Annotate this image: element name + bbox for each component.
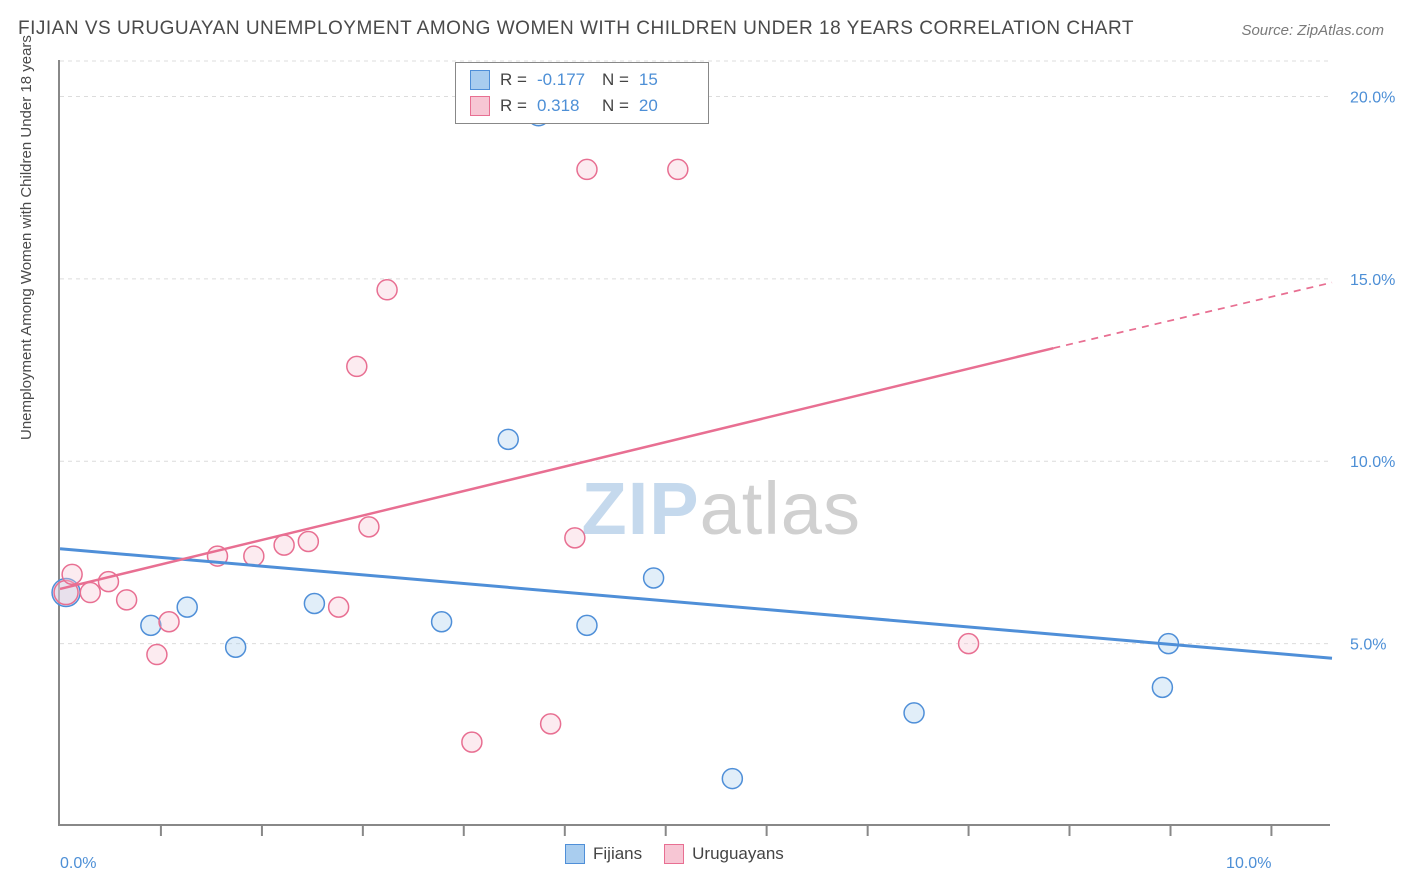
- data-point-uruguayans: [117, 590, 137, 610]
- data-point-uruguayans: [347, 356, 367, 376]
- data-point-uruguayans: [359, 517, 379, 537]
- stats-n-value-uruguayans: 20: [639, 96, 694, 116]
- data-point-uruguayans: [577, 159, 597, 179]
- y-axis-label: Unemployment Among Women with Children U…: [18, 35, 35, 440]
- stats-r-value-fijians: -0.177: [537, 70, 592, 90]
- data-point-fijians: [1152, 677, 1172, 697]
- data-point-uruguayans: [959, 634, 979, 654]
- data-point-uruguayans: [298, 531, 318, 551]
- data-point-uruguayans: [244, 546, 264, 566]
- stats-n-label: N =: [602, 70, 629, 90]
- legend-item-uruguayans: Uruguayans: [664, 844, 784, 864]
- stats-n-label: N =: [602, 96, 629, 116]
- legend-swatch-uruguayans: [470, 96, 490, 116]
- legend-swatch-fijians: [470, 70, 490, 90]
- data-point-fijians: [177, 597, 197, 617]
- stats-row-uruguayans: R = 0.318 N = 20: [470, 93, 694, 119]
- stats-r-label: R =: [500, 70, 527, 90]
- stats-n-value-fijians: 15: [639, 70, 694, 90]
- trend-line-uruguayans: [60, 348, 1053, 589]
- data-point-uruguayans: [668, 159, 688, 179]
- source-label: Source: ZipAtlas.com: [1241, 22, 1384, 39]
- trend-line-fijians: [60, 549, 1332, 658]
- y-tick-label: 10.0%: [1350, 454, 1395, 471]
- data-point-fijians: [644, 568, 664, 588]
- stats-row-fijians: R = -0.177 N = 15: [470, 67, 694, 93]
- legend-swatch-uruguayans: [664, 844, 684, 864]
- x-min-label: 0.0%: [60, 855, 96, 872]
- data-point-fijians: [304, 593, 324, 613]
- data-point-fijians: [226, 637, 246, 657]
- plot-area: 5.0%10.0%15.0%20.0%0.0%10.0% ZIPatlas: [58, 60, 1330, 826]
- data-point-fijians: [498, 429, 518, 449]
- data-point-fijians: [432, 612, 452, 632]
- data-point-uruguayans: [541, 714, 561, 734]
- trend-line-dash-uruguayans: [1053, 283, 1332, 349]
- data-point-uruguayans: [62, 564, 82, 584]
- data-point-uruguayans: [274, 535, 294, 555]
- data-point-fijians: [722, 769, 742, 789]
- y-tick-label: 20.0%: [1350, 89, 1395, 106]
- data-point-fijians: [577, 615, 597, 635]
- series-legend: Fijians Uruguayans: [565, 844, 784, 864]
- scatter-plot-svg: 5.0%10.0%15.0%20.0%0.0%10.0%: [60, 60, 1330, 824]
- data-point-uruguayans: [462, 732, 482, 752]
- chart-title: FIJIAN VS URUGUAYAN UNEMPLOYMENT AMONG W…: [18, 18, 1134, 40]
- data-point-uruguayans: [147, 645, 167, 665]
- data-point-uruguayans: [329, 597, 349, 617]
- legend-item-fijians: Fijians: [565, 844, 642, 864]
- x-max-label: 10.0%: [1226, 855, 1271, 872]
- stats-r-value-uruguayans: 0.318: [537, 96, 592, 116]
- data-point-uruguayans: [159, 612, 179, 632]
- stats-r-label: R =: [500, 96, 527, 116]
- legend-label-uruguayans: Uruguayans: [692, 844, 784, 864]
- legend-swatch-fijians: [565, 844, 585, 864]
- y-tick-label: 15.0%: [1350, 272, 1395, 289]
- y-tick-label: 5.0%: [1350, 637, 1386, 654]
- data-point-fijians: [141, 615, 161, 635]
- data-point-uruguayans: [80, 583, 100, 603]
- data-point-uruguayans: [565, 528, 585, 548]
- legend-label-fijians: Fijians: [593, 844, 642, 864]
- data-point-uruguayans: [377, 280, 397, 300]
- data-point-fijians: [904, 703, 924, 723]
- stats-legend-box: R = -0.177 N = 15 R = 0.318 N = 20: [455, 62, 709, 124]
